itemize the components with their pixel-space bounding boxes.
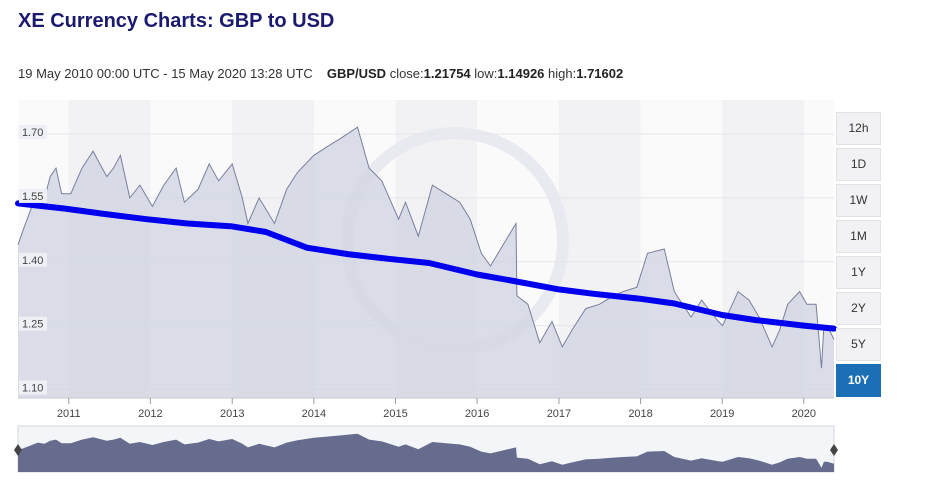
close-label: close: <box>389 66 424 81</box>
date-range: 19 May 2010 00:00 UTC - 15 May 2020 13:2… <box>18 66 313 81</box>
navigator-right-handle[interactable] <box>830 444 838 456</box>
x-tick-label: 2011 <box>57 408 81 420</box>
high-value: 1.71602 <box>576 66 624 81</box>
range-button-5y[interactable]: 5Y <box>836 328 881 361</box>
moving-average-line[interactable] <box>15 200 837 332</box>
y-tick-label: 1.25 <box>22 319 43 331</box>
x-tick-label: 2017 <box>547 408 571 420</box>
y-tick-label-bg <box>19 316 47 331</box>
low-label: low: <box>474 66 498 81</box>
range-button-12h[interactable]: 12h <box>836 112 881 145</box>
range-button-2y[interactable]: 2Y <box>836 292 881 325</box>
y-tick-label-bg <box>19 252 47 267</box>
range-button-10y[interactable]: 10Y <box>836 364 881 397</box>
y-tick-label: 1.10 <box>22 382 43 394</box>
exchange-rate-chart[interactable]: 1.70 1.55 1.40 1.25 1.10 2011 2012 2013 2014 2015… <box>0 96 938 476</box>
time-range-selector: 12h 1D 1W 1M 1Y 2Y 5Y 10Y <box>836 112 881 400</box>
x-tick-label: 2012 <box>138 408 162 420</box>
range-button-1w[interactable]: 1W <box>836 184 881 217</box>
range-button-1y[interactable]: 1Y <box>836 256 881 289</box>
y-tick-label-bg <box>19 188 47 203</box>
range-button-1m[interactable]: 1M <box>836 220 881 253</box>
x-tick-label: 2013 <box>220 408 244 420</box>
x-tick-label: 2015 <box>383 408 407 420</box>
currency-pair: GBP/USD <box>326 66 387 81</box>
navigator-series <box>18 433 834 472</box>
x-tick-label: 2019 <box>710 408 734 420</box>
low-value: 1.14926 <box>497 66 545 81</box>
x-tick-label: 2018 <box>628 408 652 420</box>
y-tick-label: 1.40 <box>22 255 43 267</box>
y-tick-label: 1.70 <box>22 127 43 139</box>
x-tick-label: 2020 <box>792 408 816 420</box>
close-value: 1.21754 <box>423 66 471 81</box>
page-title: XE Currency Charts: GBP to USD <box>18 10 335 32</box>
x-tick-label: 2016 <box>465 408 489 420</box>
range-button-1d[interactable]: 1D <box>836 148 881 181</box>
high-label: high: <box>548 66 577 81</box>
y-tick-label: 1.55 <box>22 191 43 203</box>
y-tick-label-bg <box>19 125 47 140</box>
y-tick-label-bg <box>19 380 47 395</box>
chart-summary: 19 May 2010 00:00 UTC - 15 May 2020 13:2… <box>18 66 623 81</box>
navigator-left-handle[interactable] <box>14 444 22 456</box>
price-line[interactable] <box>17 126 835 369</box>
x-tick-label: 2014 <box>302 408 326 420</box>
